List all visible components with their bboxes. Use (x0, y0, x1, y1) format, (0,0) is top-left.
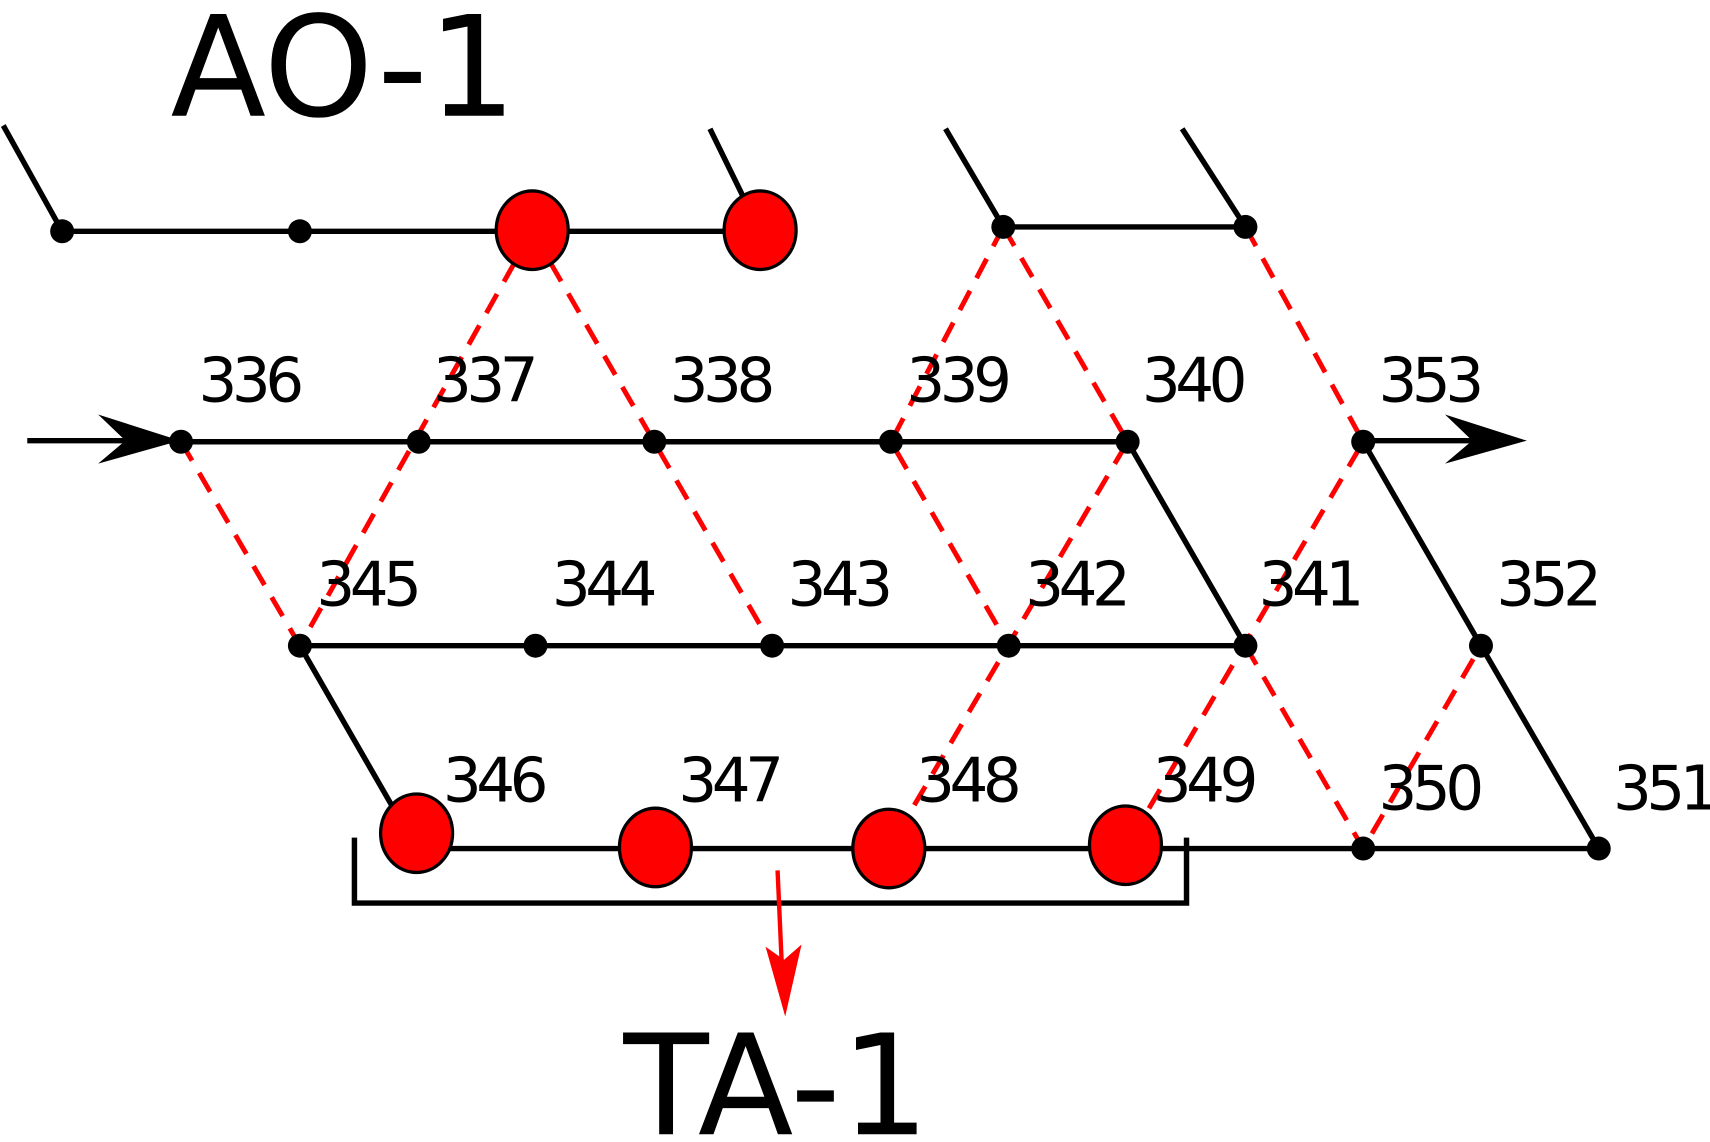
node-label: 347 (678, 746, 779, 817)
node-label: 349 (1153, 746, 1255, 817)
node-label: 337 (433, 345, 534, 416)
node-label: 340 (1142, 345, 1244, 416)
node-label: 339 (906, 345, 1008, 416)
node-label: 350 (1379, 753, 1481, 824)
node-label: 343 (787, 549, 888, 620)
node-label: 341 (1259, 549, 1360, 620)
node-label: 346 (443, 746, 545, 817)
bracket (351, 837, 1190, 906)
red-dashed-links (178, 225, 1484, 854)
node-label: 351 (1613, 753, 1710, 824)
node-label: 345 (316, 549, 417, 620)
output-label: TA-1 (622, 1004, 929, 1142)
node-label: 338 (670, 345, 772, 416)
node-label: 348 (916, 746, 1018, 817)
node-labels: 336 337 338 339 340 353 345 344 343 342 … (199, 345, 1710, 824)
node-label: 342 (1025, 549, 1125, 620)
dots (50, 189, 1611, 890)
node-label: 352 (1496, 549, 1596, 620)
title: AO-1 (171, 0, 517, 149)
node-label: 353 (1379, 345, 1480, 416)
node-label: 336 (199, 345, 301, 416)
node-label: 344 (552, 549, 655, 620)
